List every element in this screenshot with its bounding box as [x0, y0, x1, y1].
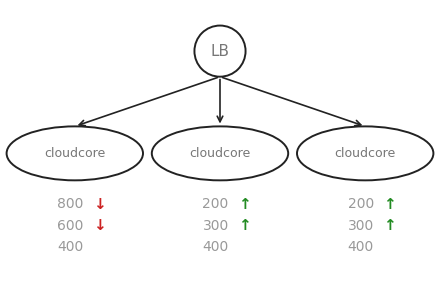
Text: ↓: ↓: [93, 218, 105, 233]
Text: ↑: ↑: [238, 218, 250, 233]
Text: ↓: ↓: [93, 197, 105, 212]
Text: LB: LB: [210, 44, 230, 59]
Text: ↑: ↑: [383, 218, 396, 233]
Text: cloudcore: cloudcore: [189, 147, 251, 160]
Text: 200: 200: [202, 197, 229, 212]
Text: cloudcore: cloudcore: [334, 147, 396, 160]
Text: cloudcore: cloudcore: [44, 147, 106, 160]
Text: 300: 300: [202, 219, 229, 233]
Text: 300: 300: [348, 219, 374, 233]
Text: 800: 800: [57, 197, 84, 212]
Text: ↑: ↑: [238, 197, 250, 212]
Text: 400: 400: [348, 240, 374, 254]
Text: ↑: ↑: [383, 197, 396, 212]
Text: 600: 600: [57, 219, 84, 233]
Text: 400: 400: [57, 240, 84, 254]
Text: 400: 400: [202, 240, 229, 254]
Text: 200: 200: [348, 197, 374, 212]
